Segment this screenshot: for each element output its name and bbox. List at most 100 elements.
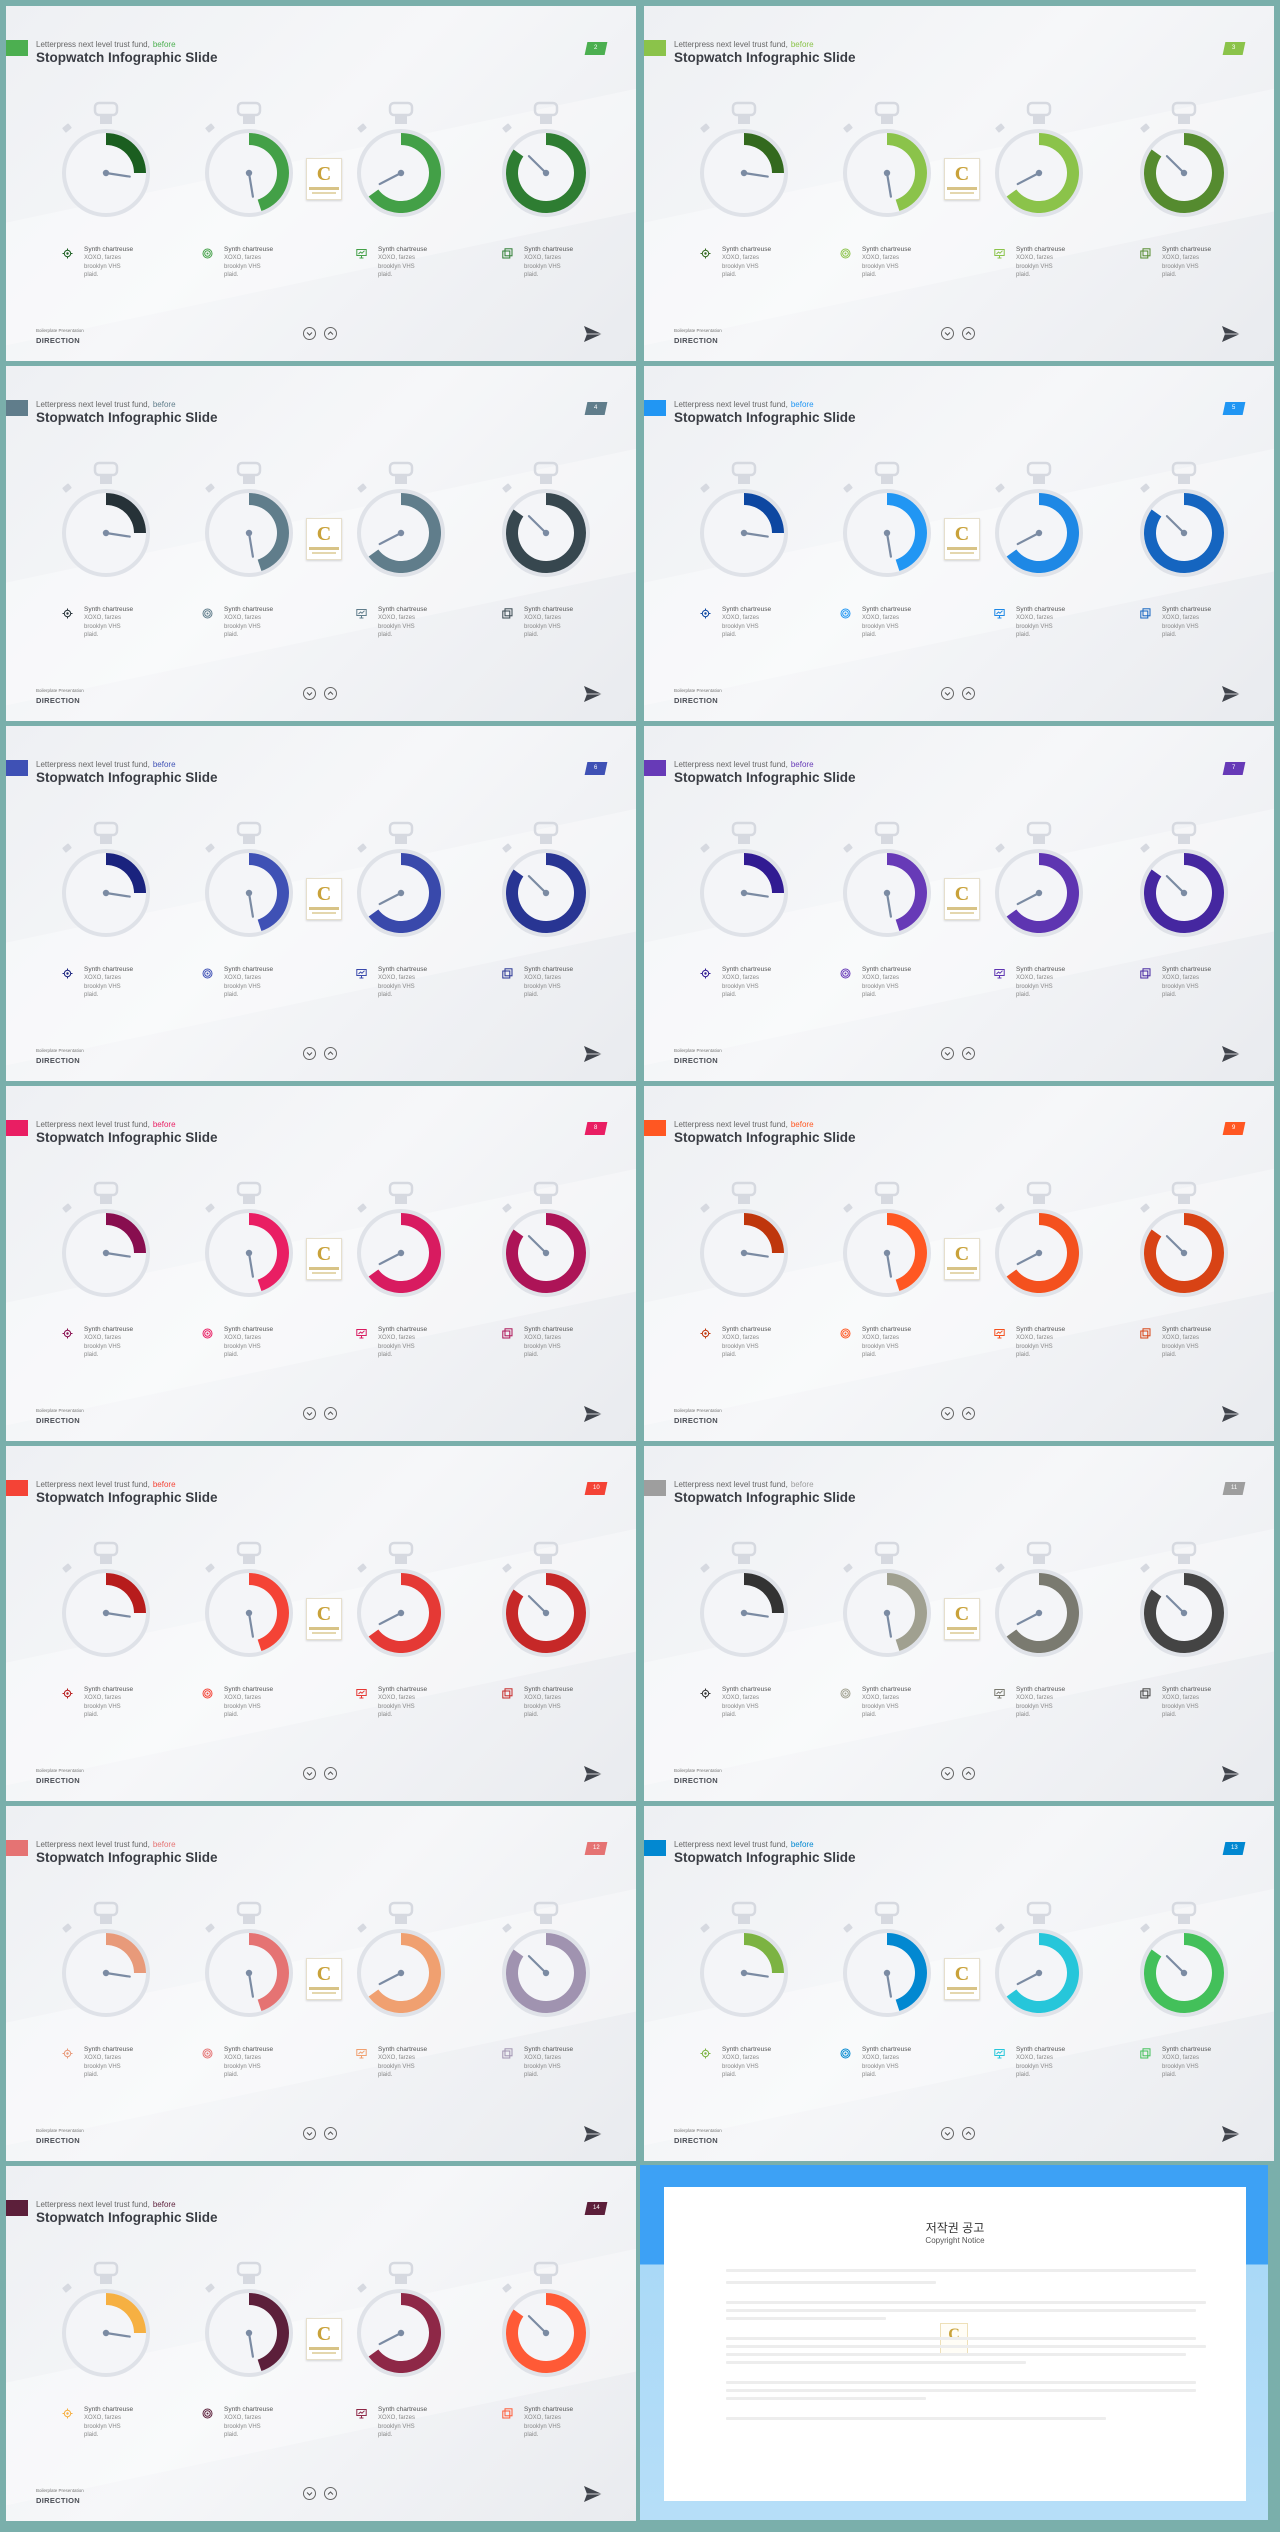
stopwatch-hand <box>104 1251 131 1258</box>
slide-title: Stopwatch Infographic Slide <box>674 770 856 785</box>
stopwatch-1 <box>700 821 788 937</box>
footer-subtitle: Boilerplate Presentation <box>36 1048 84 1053</box>
stopwatch-3 <box>995 1181 1083 1297</box>
nav-up-button[interactable] <box>962 1047 975 1060</box>
brand-logo: C <box>306 1598 342 1640</box>
stopwatch-hand <box>885 1251 893 1278</box>
slide-subtitle: Letterpress next level trust fund, before <box>674 400 814 409</box>
nav-up-button[interactable] <box>962 687 975 700</box>
stopwatch-hand <box>1016 531 1041 546</box>
nav-down-button[interactable] <box>941 1407 954 1420</box>
nav-down-button[interactable] <box>941 327 954 340</box>
nav-down-button[interactable] <box>941 687 954 700</box>
logo-letter: C <box>316 163 332 185</box>
item-label: Synth chartreuse <box>862 966 912 973</box>
stopwatch-progress-arc <box>368 1573 442 1653</box>
stopwatch-hand <box>742 1251 769 1258</box>
nav-up-button[interactable] <box>324 1767 337 1780</box>
stopwatch-progress-arc <box>887 1573 927 1652</box>
slide-page-11: Letterpress next level trust fund, before… <box>644 1446 1274 1801</box>
page-number: 7 <box>1232 765 1236 771</box>
nav-up-button[interactable] <box>962 2127 975 2140</box>
stopwatch-2 <box>205 101 293 217</box>
footer-title: DIRECTION <box>36 1416 80 1425</box>
nav-down-button[interactable] <box>303 2487 316 2500</box>
footer-title: DIRECTION <box>36 2496 80 2505</box>
chevron-down-icon <box>944 1052 951 1056</box>
subtitle-text: Letterpress next level trust fund, <box>674 1840 788 1849</box>
item-label: Synth chartreuse <box>862 2046 912 2053</box>
nav-up-button[interactable] <box>962 1407 975 1420</box>
brand-logo: C <box>306 1958 342 2000</box>
nav-up-button[interactable] <box>324 2487 337 2500</box>
accent-flag <box>6 2200 28 2216</box>
nav-down-button[interactable] <box>303 687 316 700</box>
accent-flag <box>6 1840 28 1856</box>
item-description: XOXO, farzes brooklyn VHS plaid. <box>1016 1335 1054 1358</box>
nav-down-button[interactable] <box>941 2127 954 2140</box>
target-icon <box>840 1326 851 1339</box>
logo-letter: C <box>316 1603 332 1625</box>
page-number: 10 <box>592 1485 600 1491</box>
send-arrow-icon <box>584 326 602 342</box>
nav-down-button[interactable] <box>941 1047 954 1060</box>
logo-letter: C <box>954 163 970 185</box>
stopwatch-2 <box>843 821 931 937</box>
stopwatch-progress-arc <box>106 493 146 533</box>
item-label: Synth chartreuse <box>722 2046 772 2053</box>
slide-title: Stopwatch Infographic Slide <box>674 50 856 65</box>
nav-up-button[interactable] <box>324 1407 337 1420</box>
nav-down-button[interactable] <box>303 2127 316 2140</box>
logo-letter: C <box>316 2323 332 2345</box>
nav-down-button[interactable] <box>303 1047 316 1060</box>
stopwatch-progress-arc <box>744 1573 784 1613</box>
stopwatch-progress-arc <box>106 133 146 173</box>
page-number: 6 <box>594 765 598 771</box>
chevron-up-icon <box>327 691 334 695</box>
item-label: Synth chartreuse <box>84 1326 134 1333</box>
logo-letter: C <box>316 523 332 545</box>
nav-down-button[interactable] <box>941 1767 954 1780</box>
nav-up-button[interactable] <box>324 327 337 340</box>
gear-icon <box>62 606 73 619</box>
subtitle-text: Letterpress next level trust fund, <box>674 400 788 409</box>
page-number: 14 <box>592 2205 600 2211</box>
item-description: XOXO, farzes brooklyn VHS plaid. <box>378 1695 416 1718</box>
stopwatch-4 <box>1140 101 1228 217</box>
page-number-badge: 8 <box>584 1122 608 1135</box>
stopwatch-crown-icon <box>388 1901 414 1917</box>
footer-title: DIRECTION <box>36 1056 80 1065</box>
nav-up-button[interactable] <box>324 1047 337 1060</box>
nav-down-button[interactable] <box>303 327 316 340</box>
nav-up-button[interactable] <box>324 2127 337 2140</box>
brand-logo: C <box>306 1238 342 1280</box>
item-label: Synth chartreuse <box>224 246 274 253</box>
stopwatch-2 <box>843 461 931 577</box>
nav-down-button[interactable] <box>303 1407 316 1420</box>
nav-up-button[interactable] <box>962 1767 975 1780</box>
item-description: XOXO, farzes brooklyn VHS plaid. <box>1016 615 1054 638</box>
stopwatch-crown-icon <box>93 1901 119 1917</box>
monitor-icon <box>994 1686 1005 1699</box>
page-number-badge: 5 <box>1222 402 1246 415</box>
nav-down-button[interactable] <box>303 1767 316 1780</box>
chevron-down-icon <box>306 1412 313 1416</box>
copy-icon <box>1140 606 1151 619</box>
stopwatch-crown-icon <box>236 2261 262 2277</box>
stopwatch-progress-arc <box>106 2293 146 2333</box>
stopwatch-4 <box>502 1541 590 1657</box>
subtitle-text: Letterpress next level trust fund, <box>36 40 150 49</box>
item-label: Synth chartreuse <box>84 1686 134 1693</box>
notice-subtitle: Copyright Notice <box>925 2236 985 2245</box>
stopwatch-4 <box>1140 821 1228 937</box>
stopwatch-progress-arc <box>249 133 289 212</box>
stopwatch-row <box>6 1541 636 1691</box>
stopwatch-crown-icon <box>93 1181 119 1197</box>
accent-flag <box>644 1840 666 1856</box>
subtitle-highlight: before <box>790 40 814 49</box>
gear-icon <box>62 2406 73 2419</box>
nav-up-button[interactable] <box>962 327 975 340</box>
item-description: XOXO, farzes brooklyn VHS plaid. <box>1162 2055 1200 2078</box>
nav-up-button[interactable] <box>324 687 337 700</box>
notice-title: 저작권 공고 <box>925 2221 985 2235</box>
